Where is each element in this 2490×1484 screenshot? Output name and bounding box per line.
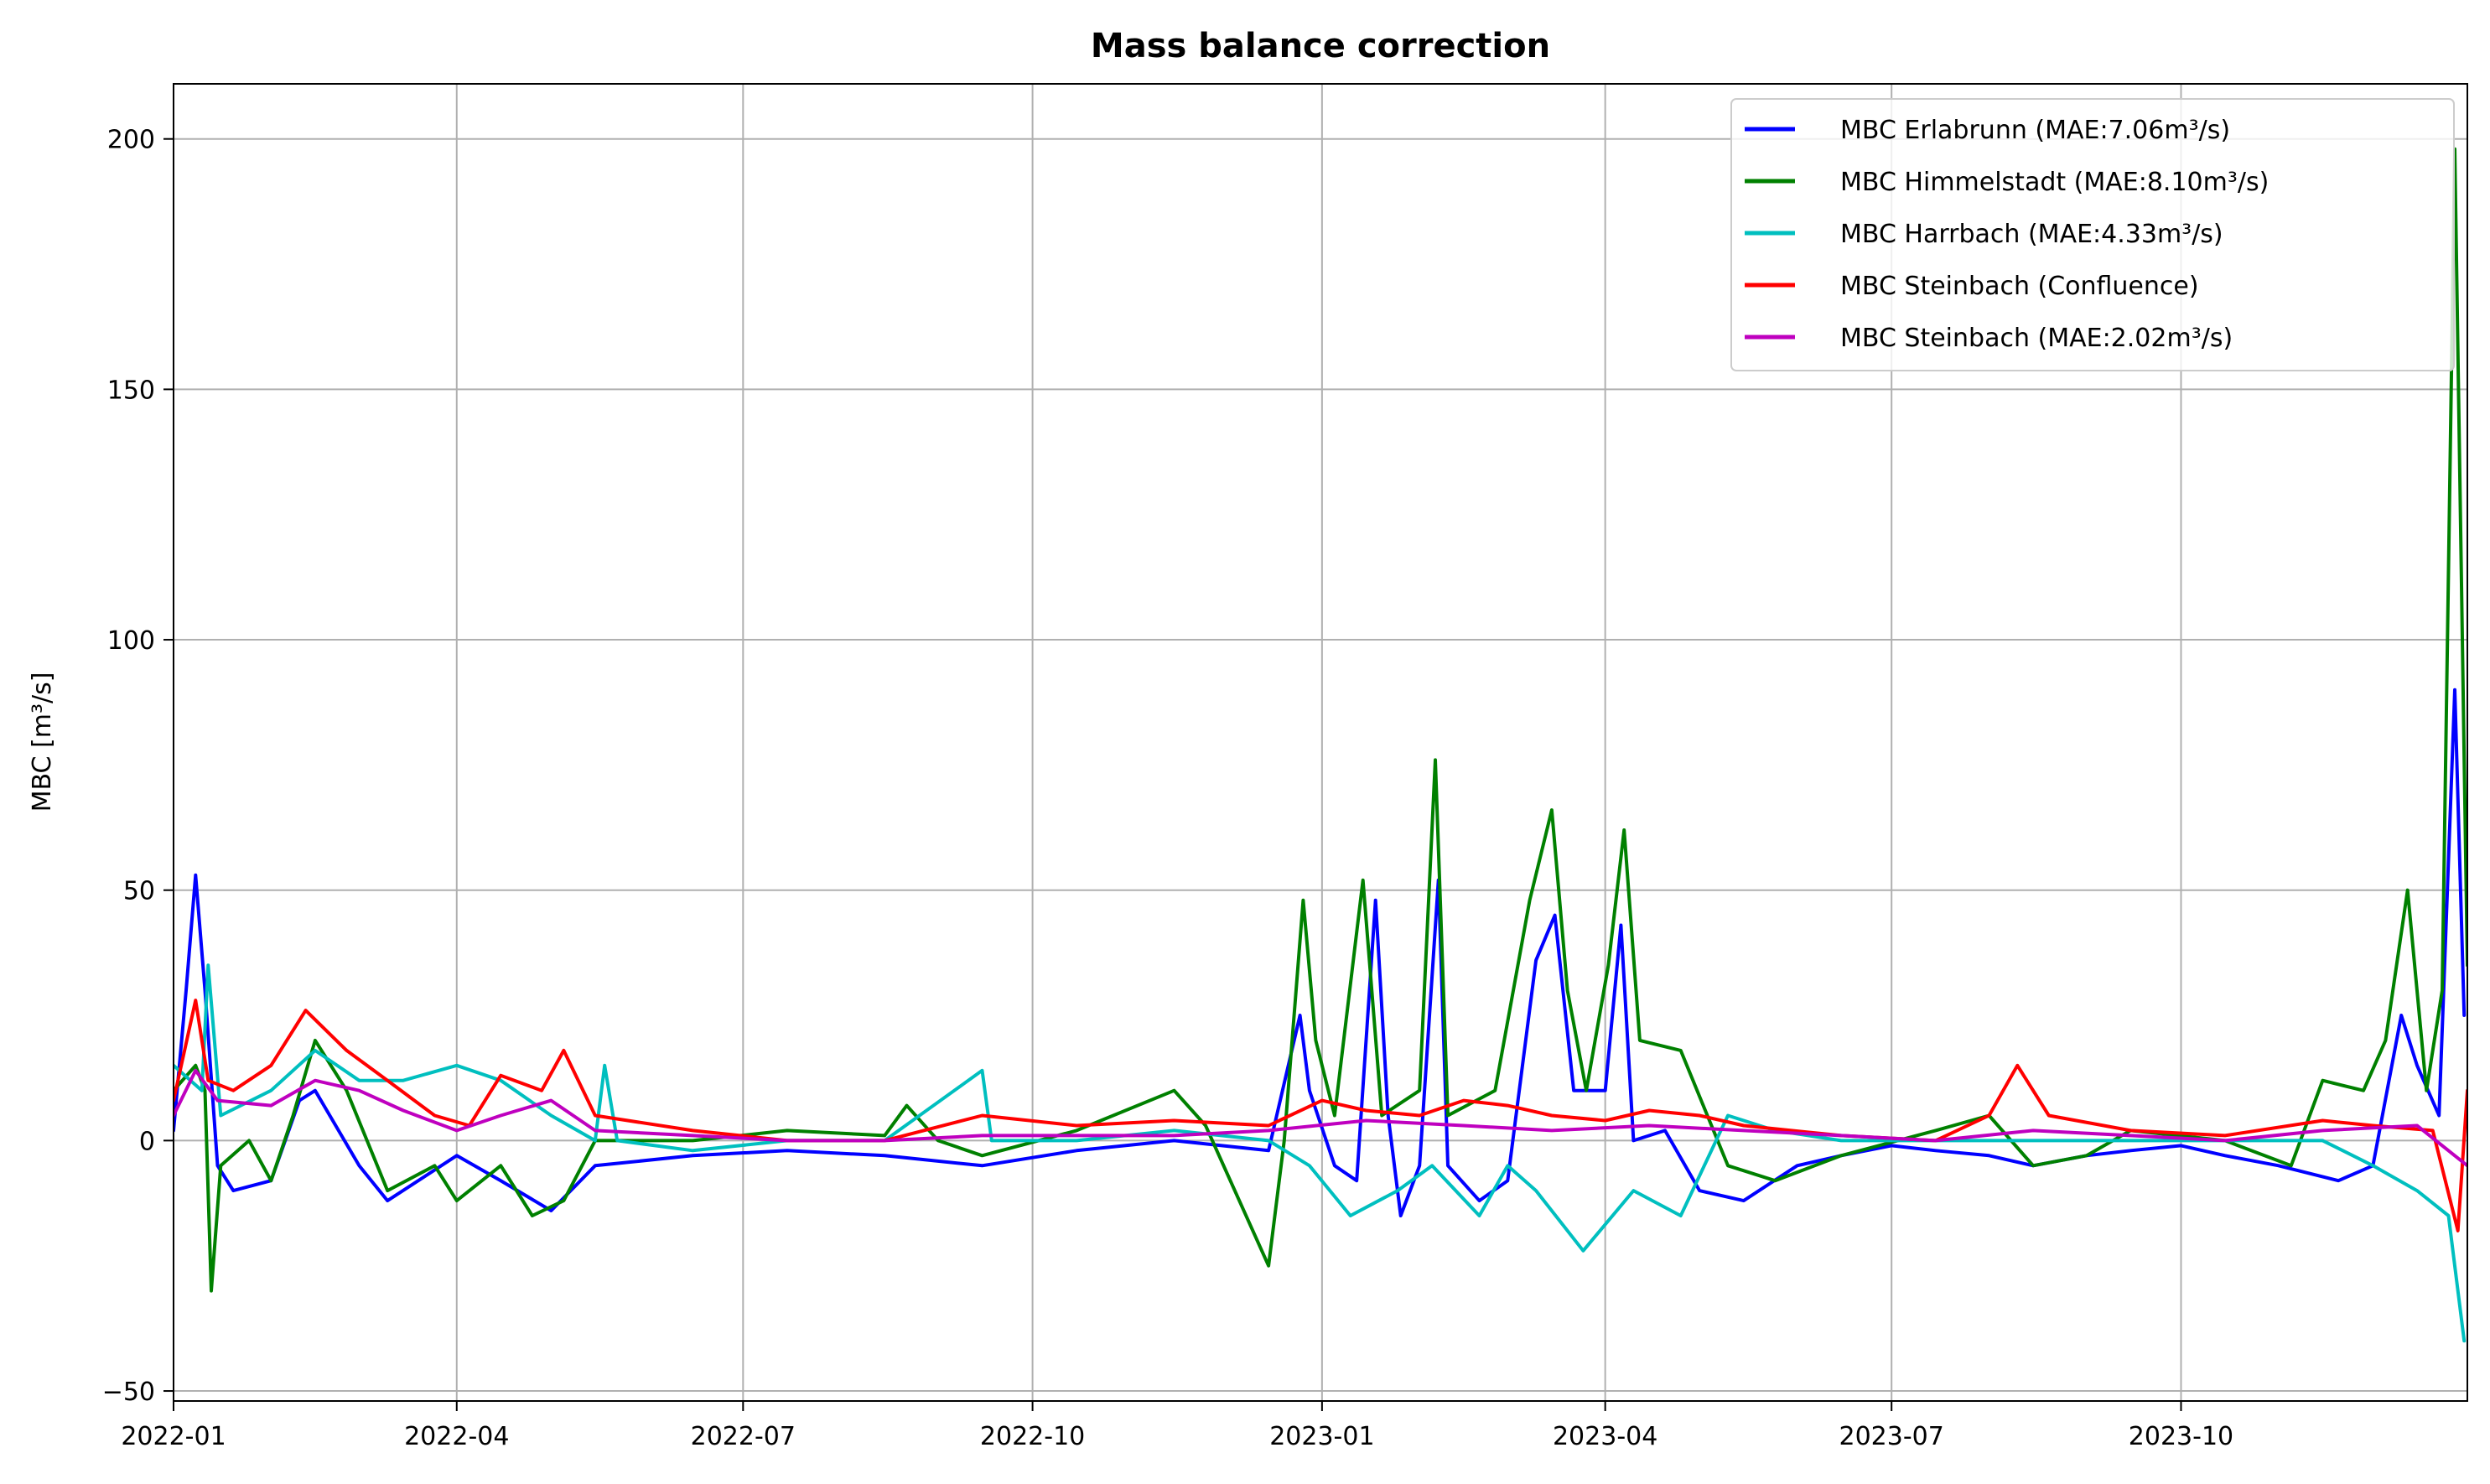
- y-tick-label: −50: [102, 1378, 155, 1407]
- y-tick-label: 200: [107, 126, 155, 155]
- series-group: [174, 147, 2467, 1343]
- series-line-2: [174, 147, 2467, 1293]
- legend-box: [1730, 98, 2455, 371]
- plot-frame: [173, 83, 2468, 1402]
- x-tick-label: 2022-07: [691, 1422, 796, 1451]
- x-tick-label: 2023-01: [1269, 1422, 1374, 1451]
- legend-entry: MBC Steinbach (Confluence): [1840, 272, 2199, 301]
- series-line-3: [174, 963, 2467, 1343]
- y-axis-title: MBC [m³/s]: [28, 672, 57, 812]
- series-lines: [174, 147, 2467, 1343]
- legend-entry: MBC Steinbach (MAE:2.02m³/s): [1840, 324, 2233, 353]
- x-tick-label: 2022-04: [404, 1422, 509, 1451]
- legend-entry: MBC Himmelstadt (MAE:8.10m³/s): [1840, 168, 2269, 197]
- x-tick-label: 2022-10: [980, 1422, 1085, 1451]
- series-line-5: [174, 1068, 2467, 1168]
- y-tick-label: 0: [139, 1127, 155, 1156]
- x-tick-label: 2023-04: [1553, 1422, 1657, 1451]
- y-tick-label: 150: [107, 376, 155, 405]
- y-tick-label: 50: [123, 877, 155, 906]
- x-tick-label: 2023-07: [1839, 1422, 1944, 1451]
- chart-title: Mass balance correction: [1091, 27, 1550, 65]
- axis-ticks: 2022-01 2022-04 2022-07 2022-10 2023-01 2023-…: [102, 126, 2233, 1451]
- series-line-4: [174, 999, 2467, 1232]
- legend-entry: MBC Erlabrunn (MAE:7.06m³/s): [1840, 116, 2230, 145]
- legend-entry: MBC Harrbach (MAE:4.33m³/s): [1840, 220, 2223, 249]
- x-tick-label: 2022-01: [121, 1422, 226, 1451]
- legend: MBC Erlabrunn (MAE:7.06m³/s) MBC Himmelst…: [1730, 98, 2455, 371]
- y-tick-label: 100: [107, 626, 155, 656]
- x-tick-label: 2023-10: [2129, 1422, 2233, 1451]
